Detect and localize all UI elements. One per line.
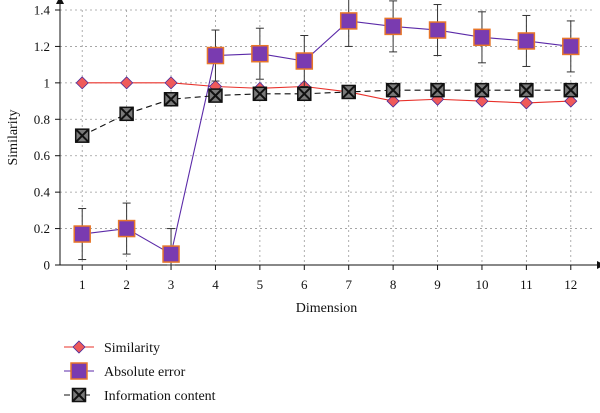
data-point-absolute-error-7	[339, 12, 358, 30]
legend-label-information-content: Information content	[104, 389, 216, 404]
axes	[56, 0, 600, 269]
data-point-absolute-error-4	[206, 46, 225, 65]
data-point-information-content-3	[163, 92, 179, 107]
legend-item-absolute-error: Absolute error	[64, 362, 186, 380]
data-point-information-content-7	[341, 84, 356, 100]
data-point-absolute-error-2	[117, 219, 136, 238]
series-line-similarity	[82, 82, 571, 104]
x-tick-label-11: 11	[520, 277, 533, 292]
data-point-absolute-error-9	[428, 21, 447, 39]
data-point-information-content-1	[74, 128, 90, 143]
data-point-information-content-5	[252, 86, 268, 102]
data-point-similarity-8	[386, 94, 400, 108]
grid	[60, 9, 593, 265]
data-point-information-content-8	[385, 82, 401, 98]
x-axis-title: Dimension	[296, 301, 357, 316]
data-point-information-content-12	[563, 82, 579, 98]
data-point-similarity-10	[475, 94, 489, 108]
series-line-information-content	[81, 89, 571, 137]
data-point-information-content-4	[208, 88, 223, 103]
x-tick-label-6: 6	[301, 277, 308, 292]
data-point-similarity-3	[164, 76, 178, 90]
data-point-absolute-error-11	[517, 32, 536, 50]
data-point-similarity-11	[519, 96, 533, 110]
x-tick-label-4: 4	[212, 277, 219, 292]
x-tick-label-10: 10	[475, 277, 488, 292]
y-tick-label-3: 0.6	[34, 148, 51, 163]
legend-marker-information-content	[71, 387, 87, 403]
series-layer	[73, 0, 580, 266]
y-tick-label-7: 1.4	[34, 3, 51, 18]
y-tick-label-6: 1.2	[34, 39, 50, 54]
data-point-similarity-12	[564, 94, 578, 108]
y-tick-label-4: 0.8	[34, 112, 50, 127]
x-tick-label-5: 5	[257, 277, 264, 292]
y-tick-label-1: 0.2	[34, 221, 50, 236]
y-tick-label-0: 0	[44, 258, 51, 273]
x-tick-label-8: 8	[390, 277, 397, 292]
data-point-similarity-2	[120, 76, 134, 90]
data-point-similarity-1	[75, 76, 89, 90]
x-axis-arrow	[597, 261, 600, 269]
legend: Similarity Absolute error Information cont…	[64, 340, 216, 404]
data-point-absolute-error-10	[473, 28, 491, 47]
data-point-information-content-6	[297, 86, 312, 102]
series-line-absolute-error	[82, 20, 571, 255]
data-point-absolute-error-12	[562, 37, 580, 56]
data-point-absolute-error-3	[162, 245, 180, 263]
x-tick-label-3: 3	[168, 277, 175, 292]
y-axis-arrow	[56, 0, 64, 4]
x-tick-label-12: 12	[564, 277, 577, 292]
series-information-content	[74, 82, 579, 143]
data-point-information-content-10	[474, 82, 490, 98]
x-tick-label-7: 7	[345, 277, 352, 292]
legend-label-similarity: Similarity	[104, 341, 160, 356]
data-point-absolute-error-6	[295, 52, 314, 70]
y-axis-title: Similarity	[6, 110, 21, 166]
y-tick-label-2: 0.4	[34, 185, 51, 200]
legend-item-information-content: Information content	[64, 387, 216, 404]
data-point-absolute-error-5	[251, 44, 269, 63]
legend-marker-similarity	[72, 340, 86, 354]
x-tick-label-1: 1	[79, 277, 86, 292]
data-point-information-content-2	[119, 106, 134, 122]
y-tick-label-5: 1	[44, 75, 51, 90]
x-tick-label-9: 9	[434, 277, 441, 292]
data-point-absolute-error-1	[73, 225, 91, 243]
legend-marker-absolute-error	[70, 362, 88, 380]
data-point-absolute-error-8	[384, 17, 402, 36]
legend-item-similarity: Similarity	[64, 340, 160, 356]
data-point-information-content-11	[519, 82, 534, 98]
series-absolute-error	[73, 0, 580, 266]
data-point-information-content-9	[430, 82, 445, 98]
legend-label-absolute-error: Absolute error	[104, 365, 186, 380]
x-tick-label-2: 2	[123, 277, 130, 292]
